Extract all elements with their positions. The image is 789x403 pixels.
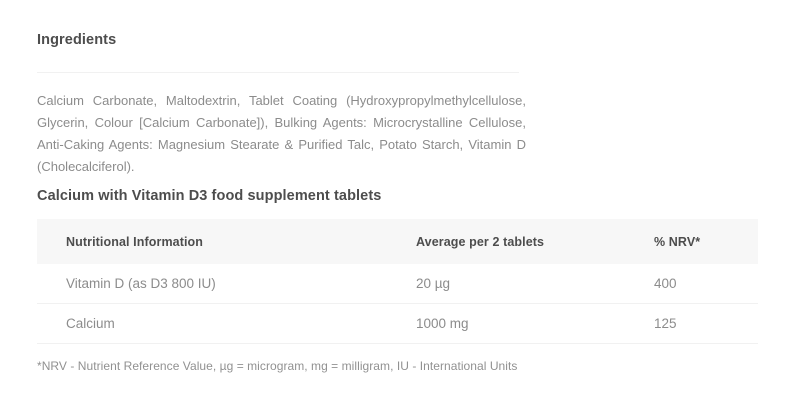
column-header-percent-nrv: % NRV* (654, 234, 701, 249)
table-header-row: Nutritional Information Average per 2 ta… (37, 219, 758, 264)
supplement-heading: Calcium with Vitamin D3 food supplement … (37, 188, 382, 204)
table-row: Calcium 1000 mg 125 (37, 303, 758, 344)
column-header-nutritional-information: Nutritional Information (66, 234, 204, 249)
cell-nutrient-amount: 20 µg (416, 264, 654, 304)
ingredients-body-text: Calcium Carbonate, Maltodextrin, Tablet … (37, 93, 526, 174)
cell-nutrient-amount: 1000 mg (416, 303, 654, 344)
ingredients-section: Ingredients Calcium Carbonate, Maltodext… (37, 30, 526, 200)
ingredients-heading: Ingredients (37, 32, 117, 48)
nrv-footnote: *NRV - Nutrient Reference Value, µg = mi… (37, 359, 518, 373)
cell-nutrient-name: Vitamin D (as D3 800 IU) (37, 264, 416, 304)
table-body: Vitamin D (as D3 800 IU) 20 µg 400 Calci… (37, 264, 758, 344)
cell-nutrient-nrv: 125 (654, 303, 758, 344)
table-row: Vitamin D (as D3 800 IU) 20 µg 400 (37, 264, 758, 304)
column-header-average-per-2-tablets: Average per 2 tablets (416, 234, 545, 249)
nutrition-information-table: Nutritional Information Average per 2 ta… (37, 219, 758, 344)
heading-divider (37, 72, 519, 73)
cell-nutrient-name: Calcium (37, 303, 416, 344)
cell-nutrient-nrv: 400 (654, 264, 758, 304)
table-header: Nutritional Information Average per 2 ta… (37, 219, 758, 264)
